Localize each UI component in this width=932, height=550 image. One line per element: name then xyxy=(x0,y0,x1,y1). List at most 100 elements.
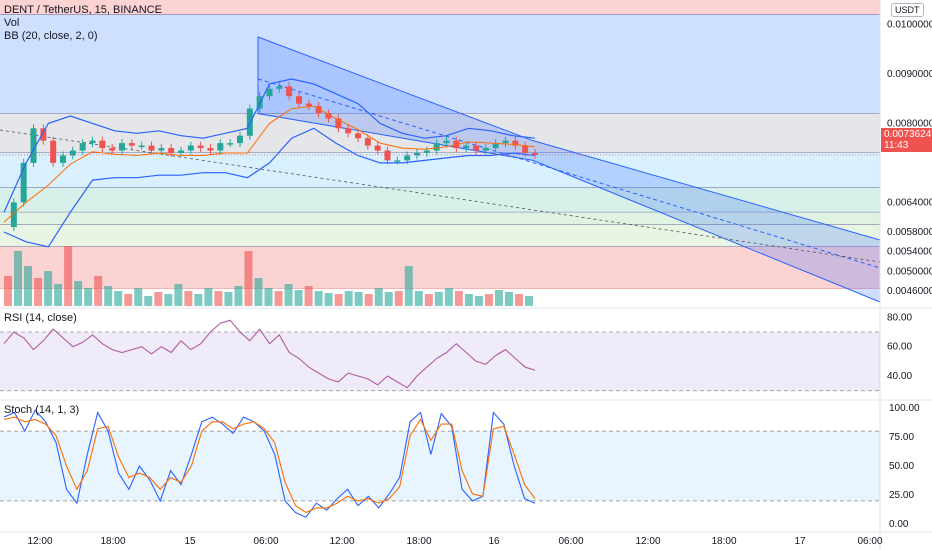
volume-bar xyxy=(464,294,473,306)
unit-selector[interactable]: USDT xyxy=(891,3,924,17)
volume-bar xyxy=(394,291,403,306)
volume-bar xyxy=(114,291,123,306)
volume-bar xyxy=(474,296,483,306)
candle-body xyxy=(364,138,371,146)
volume-bar xyxy=(514,294,523,306)
time-axis-tick: 18:00 xyxy=(100,536,125,547)
candle-body xyxy=(237,135,243,144)
candle-body xyxy=(276,86,283,89)
stoch-k-line xyxy=(3,409,536,518)
candle-body xyxy=(30,128,37,163)
candle-body xyxy=(148,145,155,151)
volume-bar xyxy=(264,288,273,306)
stoch-label: Stoch (14, 1, 3) xyxy=(4,404,80,416)
candle-body xyxy=(492,143,499,149)
volume-bar xyxy=(354,292,363,306)
candle-body xyxy=(345,128,352,134)
stoch-axis-tick: 50.00 xyxy=(889,461,914,472)
volume-bar xyxy=(54,284,63,306)
volume-bar xyxy=(424,294,433,306)
candle-body xyxy=(286,86,293,97)
candle-body xyxy=(109,148,116,151)
stoch-axis-tick: 25.00 xyxy=(889,490,914,501)
candle-body xyxy=(187,145,194,151)
volume-bar xyxy=(294,290,303,306)
candle-body xyxy=(158,148,165,151)
volume-bar xyxy=(44,271,53,306)
candle-body xyxy=(178,150,184,153)
fib-zone xyxy=(0,224,880,247)
price-axis-tick: 0.0046000 xyxy=(887,286,932,297)
volume-bar xyxy=(334,294,343,306)
candle-body xyxy=(522,145,529,153)
volume-bar xyxy=(224,292,233,306)
channel-midline xyxy=(257,78,881,269)
time-axis-tick: 12:00 xyxy=(635,536,660,547)
rsi-axis-tick: 80.00 xyxy=(887,312,912,323)
candle-body xyxy=(99,140,106,149)
candle-body xyxy=(128,143,135,146)
candle-body xyxy=(355,133,361,139)
rsi-axis-tick: 60.00 xyxy=(887,342,912,353)
time-axis-tick: 06:00 xyxy=(857,536,882,547)
volume-label: Vol xyxy=(4,17,20,29)
candle-body xyxy=(315,106,322,114)
volume-bar xyxy=(494,290,503,306)
volume-bar xyxy=(484,294,493,306)
candle-body xyxy=(119,143,125,151)
volume-bar xyxy=(324,293,333,306)
bollinger-basis xyxy=(3,105,536,223)
candle-body xyxy=(384,150,391,161)
volume-bar xyxy=(344,291,353,306)
volume-bar xyxy=(524,296,533,306)
volume-bar xyxy=(134,288,143,306)
candle-body xyxy=(60,155,66,163)
candle-body xyxy=(404,155,411,161)
candle-body xyxy=(463,145,470,149)
volume-bar xyxy=(124,294,133,306)
volume-bar xyxy=(364,294,373,306)
candle-body xyxy=(266,88,273,97)
volume-bar xyxy=(154,292,163,306)
candle-body xyxy=(502,140,509,144)
stoch-band xyxy=(0,431,880,501)
candle-body xyxy=(473,145,479,151)
time-axis-tick: 06:00 xyxy=(558,536,583,547)
bollinger-lower xyxy=(3,127,536,248)
candle-body xyxy=(482,148,489,151)
volume-bar xyxy=(454,291,463,306)
candle-body xyxy=(512,140,519,146)
candle-body xyxy=(217,143,224,151)
candle-body xyxy=(423,150,430,153)
volume-bar xyxy=(144,296,153,306)
volume-bar xyxy=(414,291,423,306)
volume-bar xyxy=(214,291,223,306)
candle-body xyxy=(138,145,145,148)
candle-body xyxy=(89,140,96,144)
stoch-axis-tick: 100.00 xyxy=(889,403,920,414)
stoch-axis-tick: 75.00 xyxy=(889,432,914,443)
candle-body xyxy=(20,162,27,203)
chart-title: DENT / TetherUS, 15, BINANCE xyxy=(4,4,162,16)
volume-bar xyxy=(104,286,113,306)
candle-body xyxy=(10,202,17,228)
volume-bar xyxy=(444,288,453,306)
price-axis-tick: 0.0064000 xyxy=(887,197,932,208)
candle-body xyxy=(433,143,440,151)
candle-countdown: 11:43 xyxy=(884,140,909,151)
trend-dotted-line xyxy=(0,129,881,263)
candle-body xyxy=(296,96,302,104)
volume-bar xyxy=(434,292,443,306)
candle-body xyxy=(197,145,204,149)
fib-zone xyxy=(0,14,880,114)
volume-bar xyxy=(194,294,203,306)
volume-bar xyxy=(274,291,283,306)
volume-bar xyxy=(304,286,313,306)
rsi-label: RSI (14, close) xyxy=(4,312,77,324)
rsi-band xyxy=(0,332,880,391)
price-axis-tick: 0.0100000 xyxy=(887,20,932,31)
candle-body xyxy=(305,103,312,107)
bollinger-upper xyxy=(3,78,536,213)
volume-bar xyxy=(164,294,173,306)
